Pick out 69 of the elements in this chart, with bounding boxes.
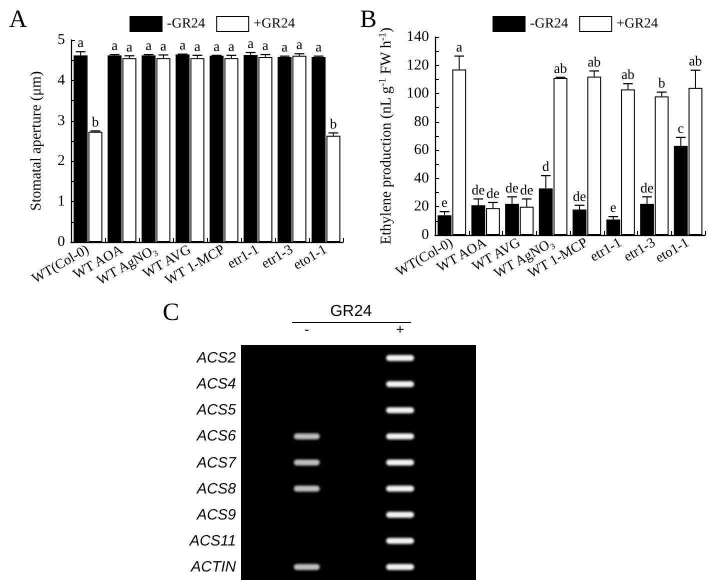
data-label: de [472,183,485,198]
y-tick-label: 20 [414,198,429,215]
data-label: de [572,190,586,205]
category-label: ACS11 [190,532,236,550]
data-label: ab [621,68,635,84]
data-label: b [330,117,337,132]
chart-title: B [360,6,377,33]
data-label: b [92,115,99,130]
category-label: ACS7 [196,454,236,471]
y-tick-label: 5 [58,32,65,48]
y-tick-label: 1 [58,194,65,210]
x-tick-label: etr1-1 [225,242,262,272]
data-label: ab [588,55,601,70]
y-tick-label: 80 [414,114,429,130]
category-label: ACS9 [196,506,236,524]
data-label: a [126,40,134,56]
category-label: + [396,321,404,337]
data-label: a [160,39,168,54]
data-label: de [486,186,500,202]
data-label: a [112,39,118,54]
y-tick-label: 3 [58,112,65,129]
category-label: ACTIN [191,558,236,576]
data-label: a [316,40,322,56]
x-tick-label: etr1-1 [588,236,624,266]
legend-label: +GR24 [616,16,658,32]
data-label: de [505,181,519,196]
y-tick-label: 120 [406,57,429,74]
data-label: a [78,36,84,52]
y-tick-label: 40 [414,170,429,186]
data-label: ab [688,54,702,70]
y-tick-label: 100 [406,86,429,102]
y-tick-label: 60 [414,142,429,158]
y-tick-label: 140 [406,29,429,45]
data-label: a [228,40,236,55]
legend-label: -GR24 [530,16,568,32]
y-tick-label: 0 [58,234,65,250]
data-label: a [248,37,254,52]
y-axis-title: Stomatal aperture (μm) [28,71,44,211]
data-label: a [296,38,304,54]
text: C [162,299,180,327]
data-label: d [542,160,550,176]
category-label: ACS5 [196,402,236,419]
data-label: ab [554,62,568,77]
chart-title: A [9,6,28,33]
data-label: a [214,40,220,55]
data-label: b [658,76,666,92]
category-label: ACS2 [196,350,236,367]
y-tick-label: 0 [422,227,429,243]
data-label: a [180,38,186,54]
legend-label: -GR24 [167,16,206,32]
data-label: e [610,201,616,216]
data-label: de [520,183,534,198]
category-label: ACS8 [196,480,236,498]
data-label: de [640,181,654,196]
data-label: a [262,39,270,54]
category-label: ACS4 [196,376,236,393]
text: GR24 [330,303,372,321]
y-tick-label: 4 [58,72,66,88]
data-label: a [456,40,464,56]
data-label: a [146,39,152,54]
category-label: ACS6 [196,428,236,445]
x-tick-label: etr1-3 [622,236,658,266]
data-label: e [441,196,448,212]
data-label: a [282,40,288,56]
y-tick-label: 2 [58,153,65,170]
data-label: c [678,122,684,137]
data-label: a [194,40,202,55]
category-label: - [304,321,310,337]
legend-label: +GR24 [254,16,295,32]
